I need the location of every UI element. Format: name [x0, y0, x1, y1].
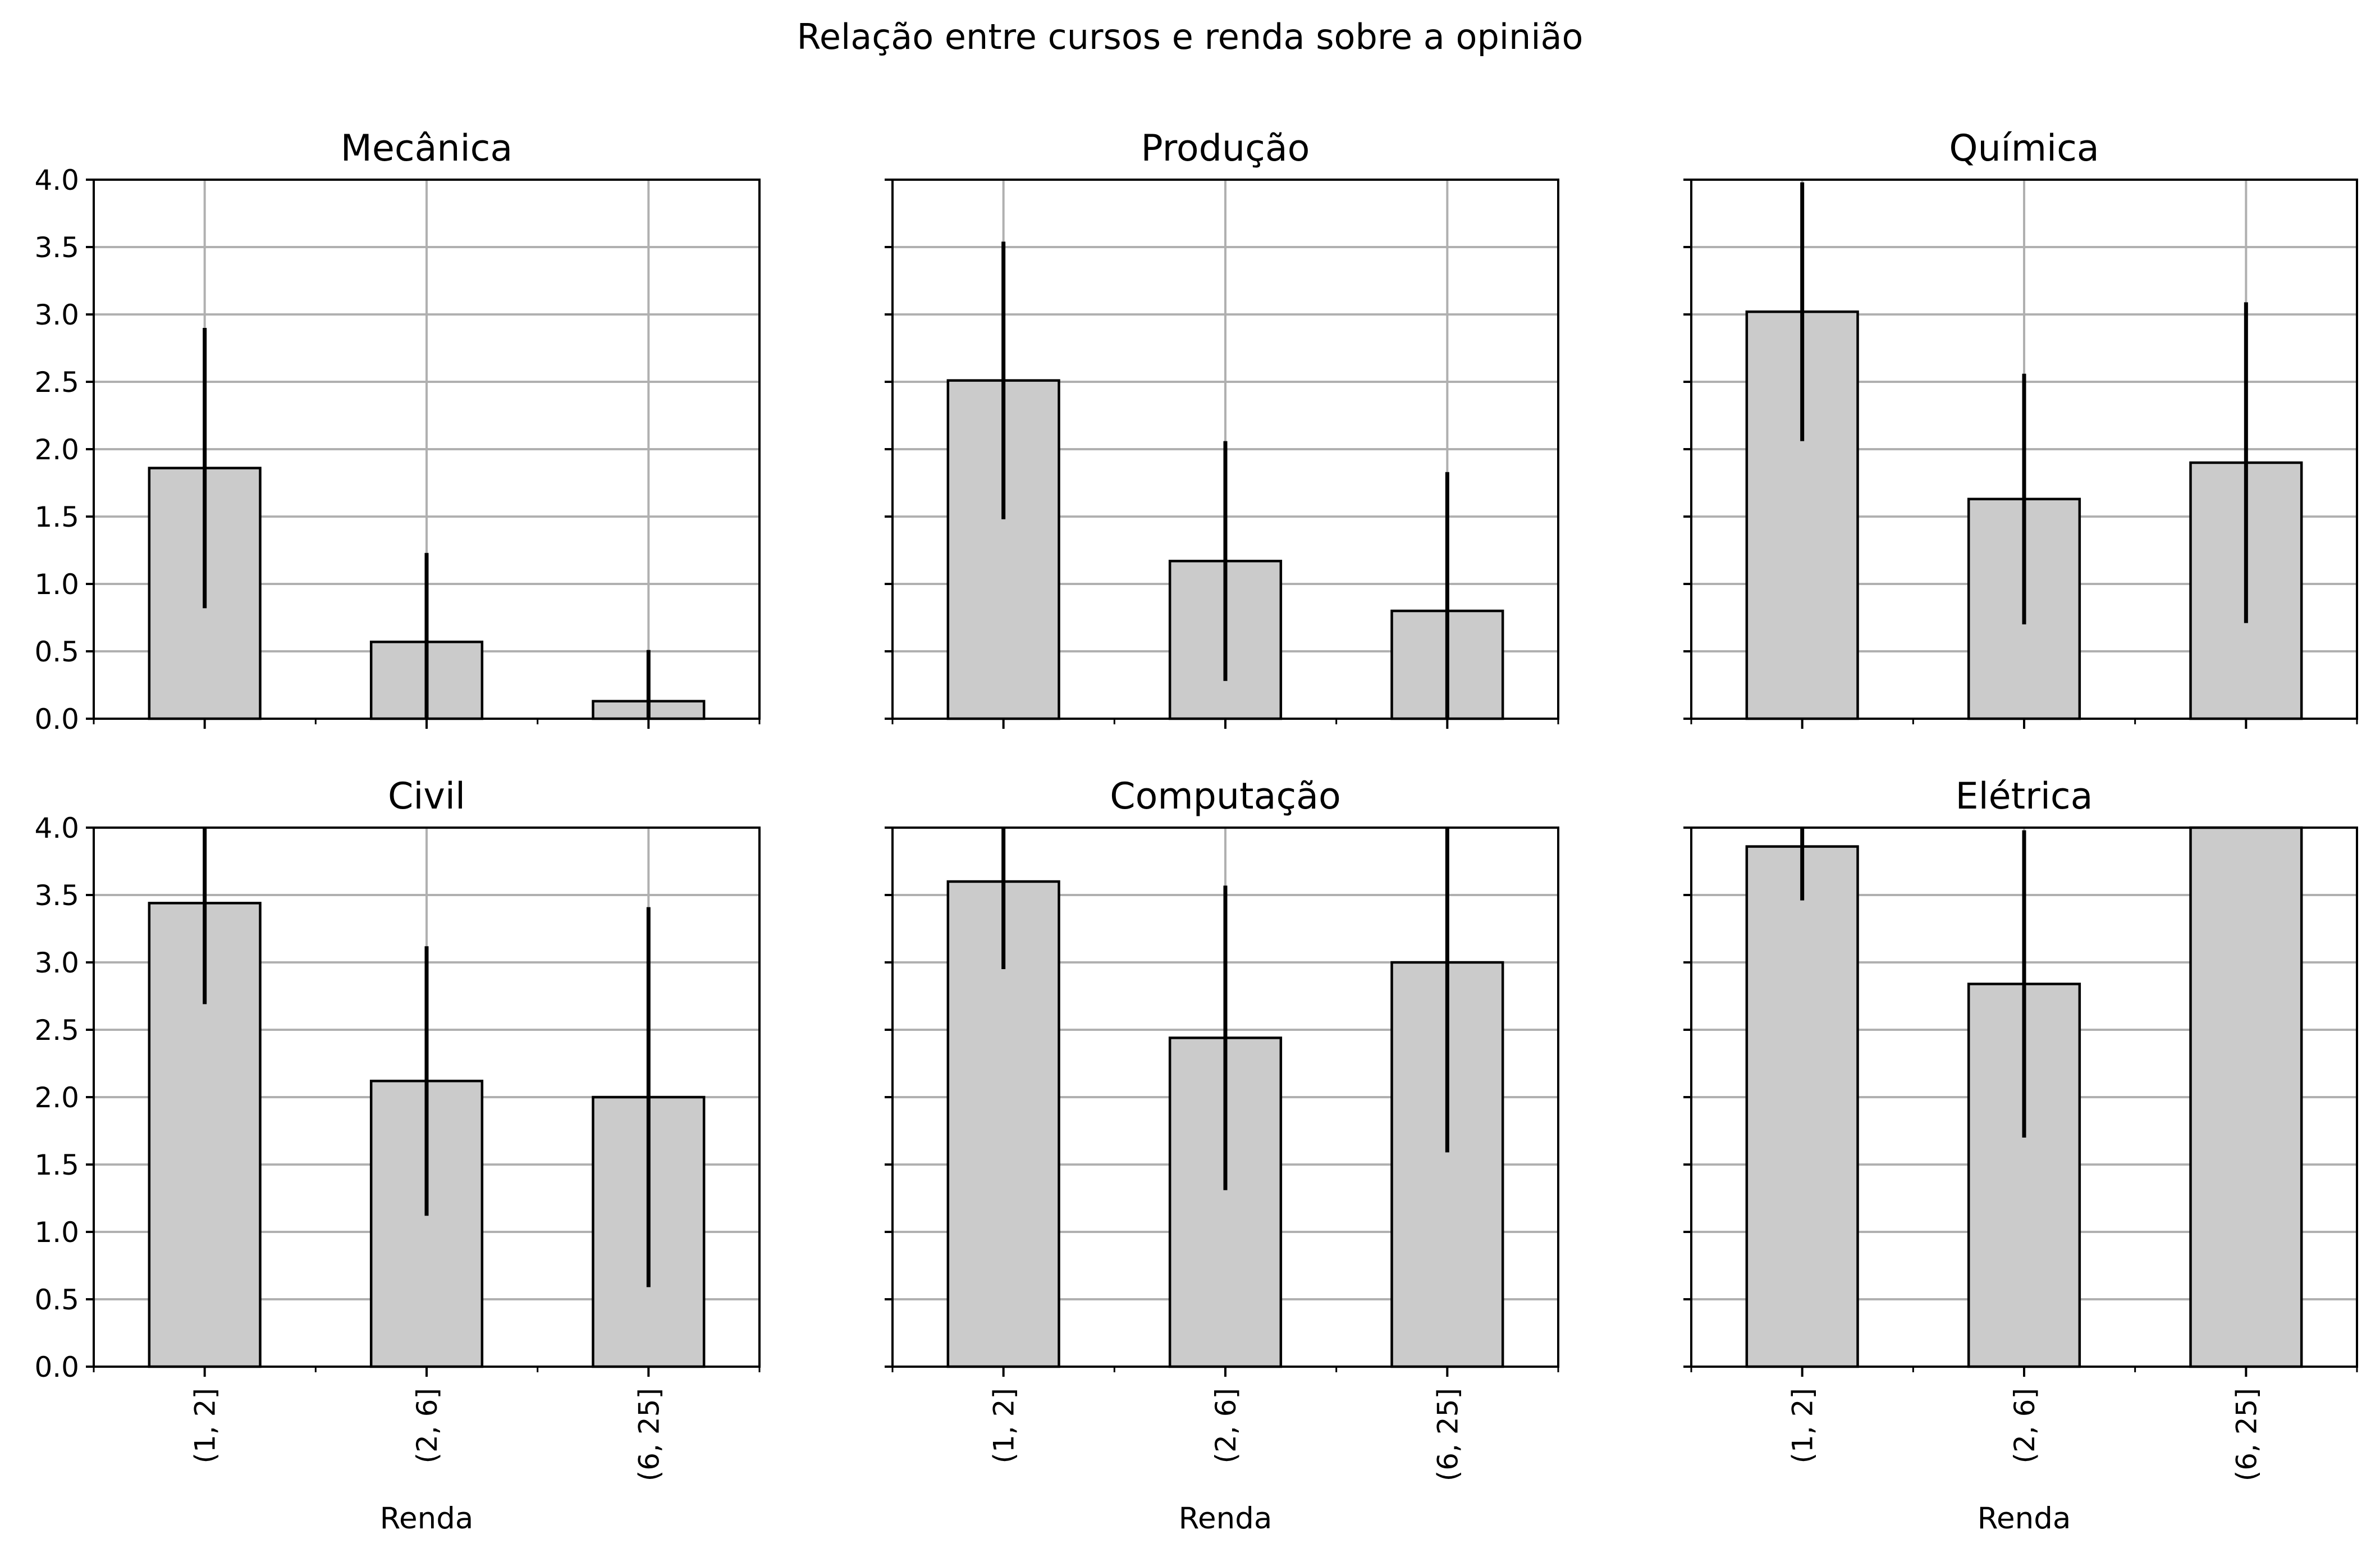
y-tick-label: 1.5: [34, 1149, 79, 1181]
y-tick-label: 1.0: [34, 1216, 79, 1249]
y-tick-label: 0.5: [34, 1284, 79, 1316]
x-tick-label: (6, 25]: [1431, 1388, 1464, 1481]
subplot-grid: 0.0 0.5 1.0 1.5 2.0 2.5 3.0 3.5 4.0 Mecânica Produ…: [34, 127, 2358, 1536]
figure-title: Relação entre cursos e renda sobre a opi…: [797, 16, 1583, 57]
y-tick-label: 4.0: [34, 812, 79, 844]
x-tick-label: (1, 2]: [1787, 1388, 1819, 1463]
y-tick-label: 1.5: [34, 501, 79, 533]
y-tick-label: 0.0: [34, 703, 79, 736]
y-tick-label: 3.5: [34, 879, 79, 912]
y-tick-label: 2.0: [34, 1081, 79, 1114]
x-tick-label: (2, 6]: [411, 1388, 443, 1463]
subplot-1: 0.0 0.5 1.0 1.5 2.0 2.5 3.0 3.5 4.0 Mecânica: [34, 127, 761, 736]
x-tick-label: (1, 2]: [988, 1388, 1020, 1463]
y-tick-label: 0.5: [34, 636, 79, 668]
x-tick-label: (2, 6]: [2008, 1388, 2041, 1463]
bar: [148, 902, 262, 1368]
subplot-title: Civil: [388, 775, 465, 818]
subplot-6: (1, 2] (2, 6] (6, 25] Elétrica Renda: [1683, 775, 2358, 1536]
x-axis-label: Renda: [380, 1501, 474, 1536]
y-tick-label: 2.0: [34, 433, 79, 466]
subplot-title: Química: [1949, 127, 2099, 170]
y-tick-label: 0.0: [34, 1351, 79, 1384]
subplot-title: Produção: [1141, 127, 1310, 170]
y-tick-label: 4.0: [34, 164, 79, 197]
subplot-4: 0.0 0.5 1.0 1.5 2.0 2.5 3.0 3.5 4.0 (1, 2] (2, 6] (…: [34, 775, 761, 1536]
subplot-3: Química: [1683, 127, 2358, 729]
subplot-2: Produção: [885, 127, 1559, 729]
subplot-title: Elétrica: [1956, 775, 2093, 818]
bar: [2189, 826, 2303, 1368]
bar: [1745, 845, 1859, 1368]
y-tick-label: 2.5: [34, 1014, 79, 1047]
y-tick-label: 2.5: [34, 366, 79, 399]
y-tick-label: 3.0: [34, 947, 79, 979]
subplot-5: (1, 2] (2, 6] (6, 25] Computação Renda: [885, 775, 1559, 1536]
y-tick-label: 3.0: [34, 299, 79, 331]
subplot-title: Mecânica: [341, 127, 512, 170]
x-tick-label: (2, 6]: [1210, 1388, 1242, 1463]
x-axis-label: Renda: [1179, 1501, 1273, 1536]
y-tick-label: 3.5: [34, 231, 79, 264]
x-tick-label: (1, 2]: [189, 1388, 222, 1463]
x-tick-label: (6, 25]: [2230, 1388, 2263, 1481]
subplot-title: Computação: [1110, 775, 1341, 818]
y-tick-label: 1.0: [34, 568, 79, 601]
x-axis-label: Renda: [1978, 1501, 2071, 1536]
x-tick-label: (6, 25]: [633, 1388, 665, 1481]
